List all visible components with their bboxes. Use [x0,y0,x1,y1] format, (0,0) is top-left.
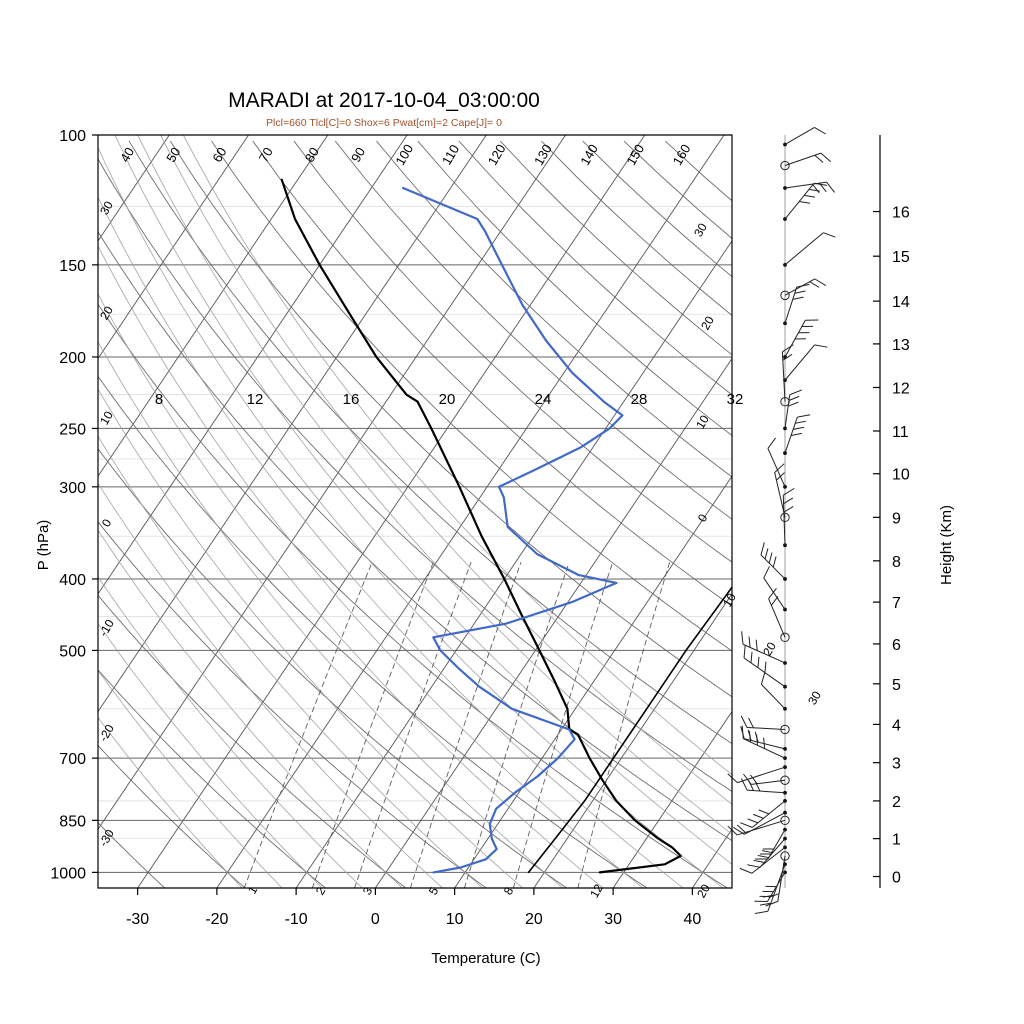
svg-text:10: 10 [693,412,712,431]
svg-text:200: 200 [59,350,86,367]
svg-text:2: 2 [892,794,901,811]
svg-text:10: 10 [97,408,116,427]
svg-text:15: 15 [892,249,910,266]
svg-text:20: 20 [698,313,717,332]
wind-barb [783,232,836,267]
y2-axis-label: Height (Km) [938,505,955,585]
svg-text:32: 32 [727,391,744,408]
svg-text:6: 6 [892,637,901,654]
wind-barb [741,725,787,761]
page-title: MARADI at 2017-10-04_03:00:00 [228,89,540,112]
sounding-indices-subtitle: Plcl=660 Tlcl[C]=0 Shox=6 Pwat[cm]=2 Cap… [266,117,502,129]
svg-text:20: 20 [97,303,116,322]
svg-text:12: 12 [892,380,910,397]
svg-text:700: 700 [59,751,86,768]
svg-text:0: 0 [892,870,901,887]
svg-text:14: 14 [892,294,910,311]
svg-text:1000: 1000 [50,865,86,882]
svg-text:16: 16 [892,205,910,222]
wind-barb [747,836,787,868]
svg-text:4: 4 [892,717,901,734]
svg-text:7: 7 [892,595,901,612]
svg-text:20: 20 [525,911,543,928]
svg-text:5: 5 [892,677,901,694]
wind-barb [739,845,787,874]
profile-dewpoint [402,186,624,874]
svg-text:-30: -30 [126,911,149,928]
svg-text:9: 9 [892,510,901,527]
svg-text:500: 500 [59,643,86,660]
svg-text:40: 40 [683,911,701,928]
svg-text:30: 30 [805,688,824,707]
sounding-profiles [280,178,732,874]
wind-barb [754,827,787,860]
wind-barb [740,778,787,795]
wind-barb [783,389,802,431]
wind-barb [760,542,787,581]
wind-barb [782,487,795,548]
profile-temperature [280,178,682,874]
svg-text:90: 90 [348,145,368,165]
svg-text:60: 60 [209,145,229,165]
svg-text:11: 11 [892,424,909,441]
svg-text:1: 1 [892,832,901,849]
svg-text:850: 850 [59,813,86,830]
svg-text:400: 400 [59,572,86,589]
wind-barb [754,870,787,903]
svg-text:50: 50 [163,145,183,165]
svg-text:10: 10 [446,911,464,928]
wind-barb [780,278,827,301]
wind-barb [783,414,811,455]
svg-text:24: 24 [535,391,552,408]
wind-barb [760,671,787,711]
x-axis-label: Temperature (C) [431,950,540,967]
svg-text:-10: -10 [285,911,308,928]
svg-text:12: 12 [247,391,264,408]
wind-barb [783,283,810,326]
svg-text:10: 10 [892,467,910,484]
wind-barb [763,566,787,612]
svg-text:30: 30 [691,220,710,239]
wind-barb [783,127,826,147]
svg-text:150: 150 [59,258,86,275]
svg-text:0: 0 [371,911,380,928]
svg-text:40: 40 [117,145,137,165]
svg-text:250: 250 [59,421,86,438]
y-axis-label: P (hPa) [35,520,52,571]
wind-barb [783,319,819,359]
wind-barb [767,437,787,489]
svg-text:3: 3 [892,756,901,773]
wind-barb [768,588,790,643]
wind-barb [783,182,827,221]
svg-text:8: 8 [155,391,163,408]
svg-text:30: 30 [97,198,116,217]
svg-text:-20: -20 [205,911,228,928]
wind-barb [727,765,787,784]
svg-text:300: 300 [59,480,86,497]
svg-text:20: 20 [694,881,713,900]
wind-barb [741,631,787,665]
svg-text:20: 20 [439,391,456,408]
wind-barb [740,715,790,735]
svg-text:70: 70 [256,145,276,165]
svg-text:28: 28 [631,391,648,408]
wind-barb [740,799,787,828]
svg-text:100: 100 [59,128,86,145]
svg-text:13: 13 [892,337,910,354]
profile-parcel-path [527,585,732,874]
skewt-grid [98,135,732,888]
svg-text:8: 8 [892,554,901,571]
wind-barb [780,152,832,171]
svg-text:16: 16 [343,391,360,408]
wind-barb [727,815,790,836]
svg-text:80: 80 [302,145,322,165]
wind-barb-column [727,127,836,914]
svg-text:10: 10 [720,590,739,609]
svg-text:12: 12 [587,881,606,900]
svg-text:30: 30 [604,911,622,928]
